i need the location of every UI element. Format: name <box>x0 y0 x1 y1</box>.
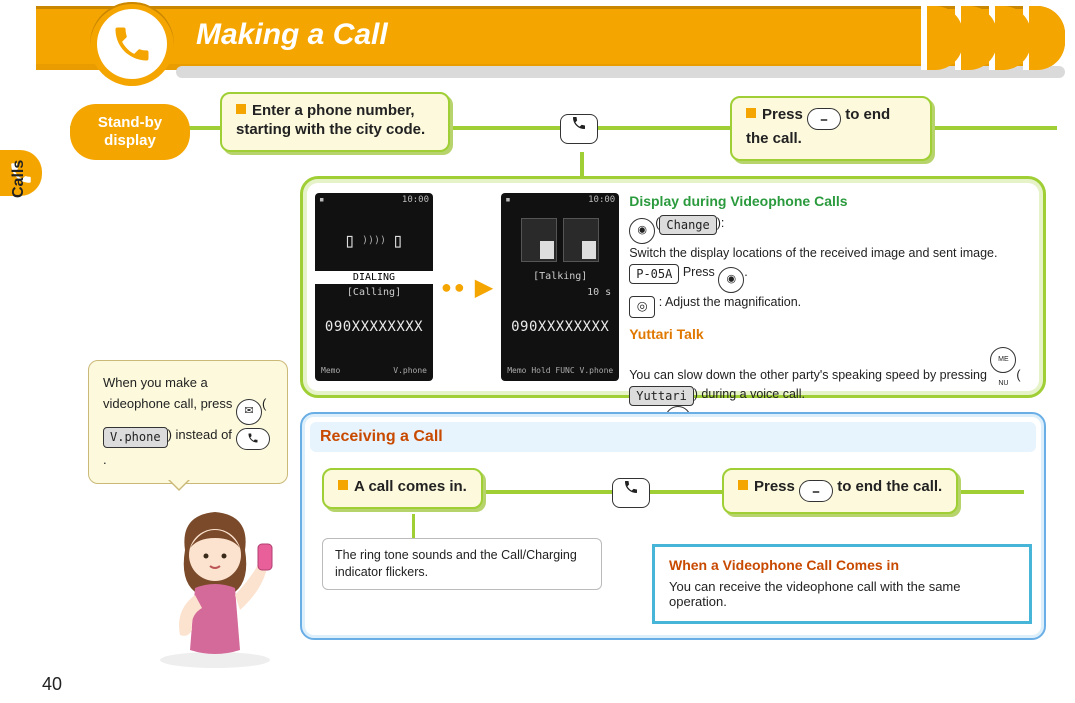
header-icon-disc <box>90 2 174 86</box>
step-call-comes-in: A call comes in. <box>322 468 483 509</box>
info-text: Display during Videophone Calls ◉(Change… <box>625 187 1035 387</box>
nav-key-icon: ◎ <box>629 296 655 318</box>
videophone-info-card: ▪10:00 ▯))))▯ DIALING [Calling] 090XXXXX… <box>300 176 1046 398</box>
screenshots: ▪10:00 ▯))))▯ DIALING [Calling] 090XXXXX… <box>311 187 625 387</box>
receiving-call-card: Receiving a Call A call comes in. Press … <box>300 412 1046 640</box>
vphone-chip: V.phone <box>103 427 168 448</box>
change-chip: Change <box>659 215 716 235</box>
receiving-title: Receiving a Call <box>310 422 1036 452</box>
mail-key-icon: ✉ <box>236 399 262 425</box>
yuttari-heading: Yuttari Talk <box>629 324 1027 345</box>
side-tab-label: Calls <box>10 160 28 198</box>
phone-screen-dialing: ▪10:00 ▯))))▯ DIALING [Calling] 090XXXXX… <box>315 193 433 381</box>
header: Making a Call <box>36 6 1065 74</box>
step2-prefix: Press <box>762 106 807 123</box>
flow-connector <box>412 514 415 538</box>
call-key-icon <box>612 478 650 508</box>
step-recv-end-call: Press ⎯ to end the call. <box>722 468 958 514</box>
phone-screen-talking: ▪10:00 [Talking] 10 s 090XXXXXXXX MemoHo… <box>501 193 619 381</box>
standby-pill: Stand-by display <box>70 104 190 160</box>
side-tab: Calls <box>0 150 48 270</box>
page-number: 40 <box>42 674 62 695</box>
call-key-icon <box>236 428 270 450</box>
header-wave <box>905 6 1065 70</box>
character-illustration <box>140 500 290 670</box>
bullet-icon <box>746 108 756 118</box>
page: Making a Call Calls Stand-by display Ent… <box>0 0 1075 703</box>
camera-key-icon: ◉ <box>629 218 655 244</box>
p05a-chip: P-05A <box>629 264 679 284</box>
mag-desc: : Adjust the magnification. <box>655 295 801 309</box>
dots-icon: ●● <box>441 277 467 298</box>
menu-key-icon: MENU <box>990 347 1016 373</box>
videophone-incoming-box: When a Videophone Call Comes in You can … <box>652 544 1032 624</box>
vp-change-desc: Switch the display locations of the rece… <box>629 244 1027 263</box>
phone-icon <box>110 22 154 66</box>
bullet-icon <box>738 480 748 490</box>
call-key-icon <box>560 114 598 144</box>
recv-step1-text: A call comes in. <box>354 478 467 495</box>
vp-heading: Display during Videophone Calls <box>629 191 1027 212</box>
bullet-icon <box>338 480 348 490</box>
yuttari-chip: Yuttari <box>629 386 694 406</box>
receiving-flow: A call comes in. Press ⎯ to end the call… <box>322 466 1024 526</box>
step-enter-number: Enter a phone number, starting with the … <box>220 92 450 152</box>
ringtone-note: The ring tone sounds and the Call/Chargi… <box>322 538 602 590</box>
step1-text: Enter a phone number, starting with the … <box>236 102 425 138</box>
page-title: Making a Call <box>196 18 388 52</box>
vp-incoming-title: When a Videophone Call Comes in <box>669 557 1015 573</box>
end-key-icon: ⎯ <box>807 108 841 130</box>
camera-key-icon: ◉ <box>718 267 744 293</box>
bullet-icon <box>236 104 246 114</box>
tip-speech-bubble: When you make a videophone call, press ✉… <box>88 360 288 484</box>
vp-incoming-body: You can receive the videophone call with… <box>669 579 1015 609</box>
flow-row: Stand-by display Enter a phone number, s… <box>70 92 1057 182</box>
step-end-call: Press ⎯ to end the call. <box>730 96 932 161</box>
end-key-icon: ⎯ <box>799 480 833 502</box>
arrow-icon: ▶ <box>475 273 493 302</box>
